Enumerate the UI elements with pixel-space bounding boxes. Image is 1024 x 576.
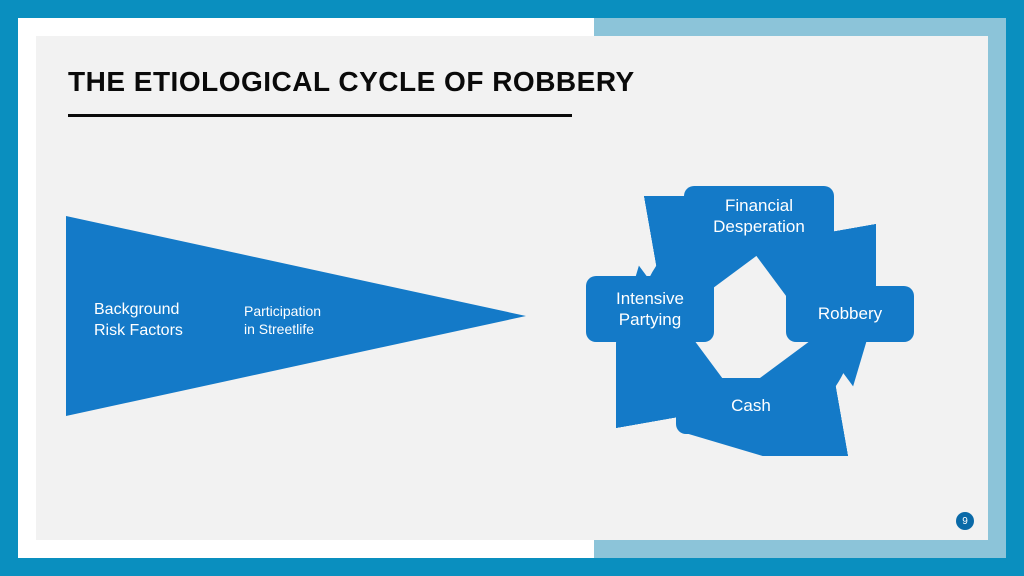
triangle-label-participation: Participationin Streetlife <box>244 302 321 338</box>
funnel-triangle: BackgroundRisk Factors Participationin S… <box>66 216 526 416</box>
page-title: THE ETIOLOGICAL CYCLE OF ROBBERY <box>68 66 635 98</box>
slide-content: THE ETIOLOGICAL CYCLE OF ROBBERY Backgro… <box>36 36 988 540</box>
slide-frame: THE ETIOLOGICAL CYCLE OF ROBBERY Backgro… <box>0 0 1024 576</box>
cycle-node-cash: Cash <box>676 378 826 434</box>
cycle-node-intensive-partying: IntensivePartying <box>586 276 714 342</box>
title-underline <box>68 114 572 117</box>
cycle-node-financial-desperation: FinancialDesperation <box>684 186 834 246</box>
cycle-diagram: FinancialDesperation Robbery Cash Intensive… <box>576 176 936 476</box>
page-number: 9 <box>962 516 968 527</box>
cycle-node-robbery: Robbery <box>786 286 914 342</box>
triangle-label-background-risk: BackgroundRisk Factors <box>94 300 183 342</box>
page-number-badge: 9 <box>956 512 974 530</box>
